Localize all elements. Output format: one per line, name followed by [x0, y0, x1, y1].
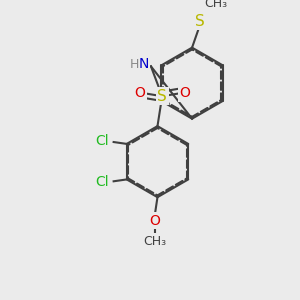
- Text: Cl: Cl: [96, 175, 109, 189]
- Text: CH₃: CH₃: [204, 0, 227, 10]
- Text: O: O: [134, 86, 145, 100]
- Text: Cl: Cl: [96, 134, 109, 148]
- Text: N: N: [138, 58, 148, 71]
- Text: S: S: [195, 14, 204, 29]
- Text: O: O: [179, 86, 190, 100]
- Text: S: S: [157, 89, 167, 104]
- Text: CH₃: CH₃: [143, 235, 166, 248]
- Text: O: O: [149, 214, 160, 228]
- Text: H: H: [129, 58, 139, 71]
